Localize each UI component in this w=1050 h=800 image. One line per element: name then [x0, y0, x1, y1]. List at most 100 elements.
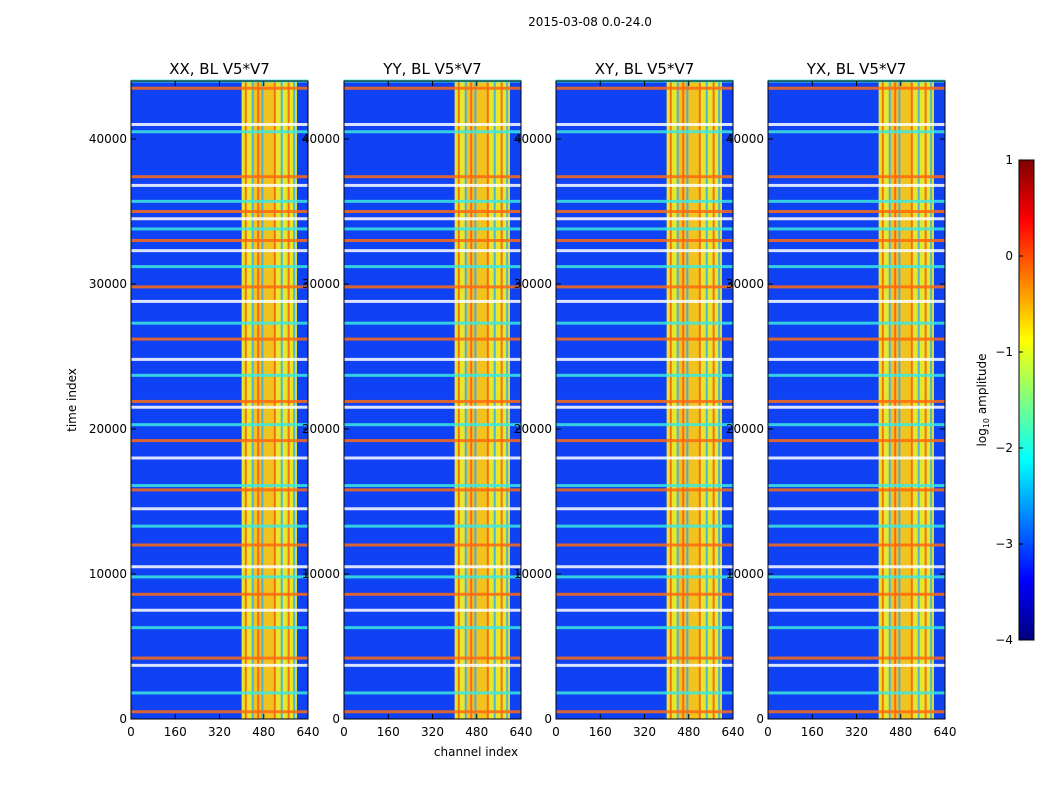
- horizontal-rfi-line: [131, 608, 308, 612]
- horizontal-rfi-line: [344, 626, 521, 630]
- horizontal-rfi-line: [556, 86, 733, 90]
- horizontal-rfi-line: [131, 439, 308, 443]
- horizontal-rfi-line: [556, 130, 733, 134]
- x-tick-label: 640: [722, 725, 745, 739]
- x-tick-label: 480: [465, 725, 488, 739]
- horizontal-rfi-line: [344, 175, 521, 179]
- horizontal-rfi-line: [131, 373, 308, 377]
- horizontal-rfi-line: [768, 608, 945, 612]
- horizontal-rfi-line: [768, 227, 945, 231]
- horizontal-rfi-line: [768, 175, 945, 179]
- horizontal-rfi-line: [768, 524, 945, 528]
- horizontal-rfi-line: [556, 592, 733, 596]
- horizontal-rfi-line: [768, 123, 945, 126]
- horizontal-rfi-line: [344, 249, 521, 253]
- horizontal-rfi-line: [344, 357, 521, 361]
- horizontal-rfi-line: [344, 130, 521, 134]
- horizontal-rfi-line: [344, 299, 521, 303]
- horizontal-rfi-line: [556, 285, 733, 289]
- horizontal-rfi-line: [768, 663, 945, 667]
- y-tick-label: 40000: [514, 132, 552, 146]
- x-tick-label: 0: [764, 725, 772, 739]
- colorbar-tick-label: 0: [1005, 249, 1013, 263]
- horizontal-rfi-line: [768, 285, 945, 289]
- horizontal-rfi-line: [344, 399, 521, 403]
- horizontal-rfi-line: [344, 543, 521, 547]
- horizontal-rfi-line: [768, 86, 945, 90]
- horizontal-rfi-line: [344, 488, 521, 492]
- horizontal-rfi-line: [768, 321, 945, 325]
- horizontal-rfi-line: [344, 507, 521, 511]
- horizontal-rfi-line: [131, 183, 308, 187]
- y-tick-label: 30000: [726, 277, 764, 291]
- horizontal-rfi-line: [344, 592, 521, 596]
- x-axis-label: channel index: [434, 745, 518, 759]
- x-tick-label: 320: [208, 725, 231, 739]
- horizontal-rfi-line: [344, 524, 521, 528]
- horizontal-rfi-line: [556, 357, 733, 361]
- panel-2: XY, BL V5*V7 0 160 320 480 640 0 10000 20000 3000…: [514, 60, 745, 739]
- y-tick-label: 20000: [302, 422, 340, 436]
- horizontal-rfi-line: [131, 626, 308, 630]
- horizontal-rfi-line: [768, 217, 945, 221]
- horizontal-rfi-line: [556, 399, 733, 403]
- horizontal-rfi-line: [556, 123, 733, 126]
- horizontal-rfi-line: [131, 249, 308, 253]
- y-axis-label: time index: [65, 368, 79, 432]
- horizontal-rfi-line: [768, 199, 945, 203]
- x-tick-label: 160: [377, 725, 400, 739]
- horizontal-rfi-line: [556, 227, 733, 231]
- horizontal-rfi-line: [556, 265, 733, 269]
- horizontal-rfi-line: [344, 239, 521, 242]
- colorbar-tick-label: −3: [995, 537, 1013, 551]
- x-tick-label: 0: [552, 725, 560, 739]
- horizontal-rfi-line: [131, 175, 308, 179]
- horizontal-rfi-line: [131, 130, 308, 134]
- horizontal-rfi-line: [768, 357, 945, 361]
- panel-title: YX, BL V5*V7: [806, 60, 907, 78]
- horizontal-rfi-line: [344, 199, 521, 203]
- horizontal-rfi-line: [344, 337, 521, 341]
- colorbar-tick-label: −4: [995, 633, 1013, 647]
- horizontal-rfi-line: [556, 337, 733, 341]
- horizontal-rfi-line: [131, 405, 308, 409]
- horizontal-rfi-line: [344, 565, 521, 569]
- horizontal-rfi-line: [131, 285, 308, 289]
- colorbar-tick-label: 1: [1005, 153, 1013, 167]
- horizontal-rfi-line: [556, 507, 733, 511]
- horizontal-rfi-line: [768, 710, 945, 714]
- horizontal-rfi-line: [768, 183, 945, 187]
- horizontal-rfi-line: [344, 663, 521, 667]
- horizontal-rfi-line: [131, 217, 308, 221]
- horizontal-rfi-line: [131, 210, 308, 213]
- horizontal-rfi-line: [131, 299, 308, 303]
- horizontal-rfi-line: [344, 439, 521, 443]
- horizontal-rfi-line: [768, 337, 945, 341]
- horizontal-rfi-line: [556, 575, 733, 579]
- horizontal-rfi-line: [344, 656, 521, 660]
- horizontal-rfi-line: [344, 210, 521, 213]
- x-tick-label: 320: [421, 725, 444, 739]
- x-tick-label: 160: [164, 725, 187, 739]
- horizontal-rfi-line: [131, 321, 308, 325]
- horizontal-rfi-line: [556, 488, 733, 492]
- horizontal-rfi-line: [131, 227, 308, 231]
- horizontal-rfi-line: [768, 265, 945, 269]
- y-tick-label: 30000: [302, 277, 340, 291]
- y-tick-label: 0: [756, 712, 764, 726]
- horizontal-rfi-line: [131, 663, 308, 667]
- horizontal-rfi-line: [556, 691, 733, 695]
- horizontal-rfi-line: [131, 337, 308, 341]
- horizontal-rfi-line: [344, 710, 521, 714]
- horizontal-rfi-line: [131, 565, 308, 569]
- y-tick-label: 10000: [302, 567, 340, 581]
- y-tick-label: 20000: [514, 422, 552, 436]
- y-tick-label: 0: [332, 712, 340, 726]
- horizontal-rfi-line: [131, 265, 308, 269]
- horizontal-rfi-line: [131, 484, 308, 488]
- horizontal-rfi-line: [768, 249, 945, 253]
- x-tick-label: 480: [889, 725, 912, 739]
- horizontal-rfi-line: [768, 592, 945, 596]
- y-tick-label: 40000: [302, 132, 340, 146]
